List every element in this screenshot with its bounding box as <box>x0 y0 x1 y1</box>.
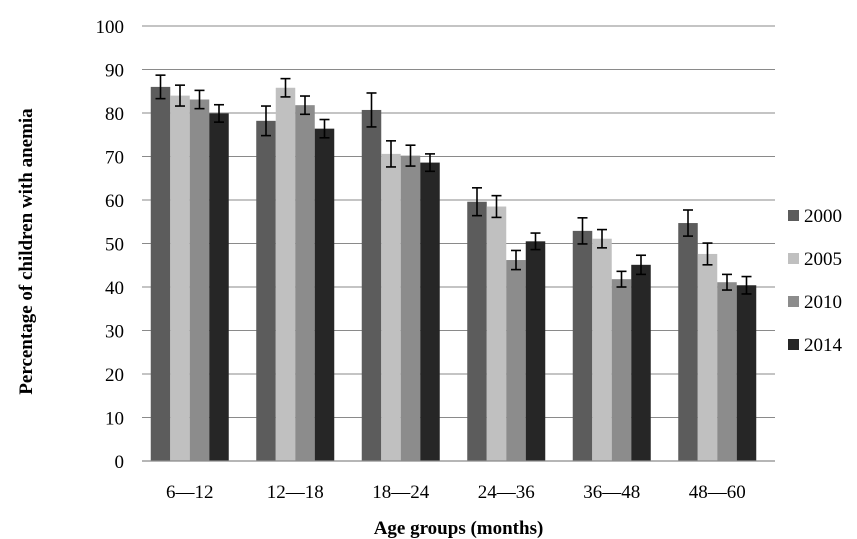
bars <box>150 86 757 462</box>
y-tick-label-50: 50 <box>105 235 124 256</box>
y-tick-label-60: 60 <box>105 191 124 212</box>
bar-2000-48—60 <box>678 223 698 461</box>
bar-2014-48—60 <box>736 285 757 461</box>
x-tick-label-6—12: 6—12 <box>166 482 214 503</box>
y-tick-label-0: 0 <box>115 452 125 473</box>
bar-2010-24—36 <box>506 260 526 461</box>
legend-swatch-2000 <box>788 210 799 221</box>
x-axis-title: Age groups (months) <box>374 518 544 539</box>
bar-2000-6—12 <box>150 86 171 462</box>
gridlines <box>142 25 775 418</box>
legend-label-2000: 2000 <box>804 206 842 227</box>
legend-swatch-2014 <box>788 339 799 350</box>
bar-2000-12—18 <box>256 120 276 461</box>
bar-2005-6—12 <box>170 95 190 461</box>
bar-2010-48—60 <box>717 282 737 461</box>
y-tick-label-10: 10 <box>105 409 124 430</box>
bar-2014-18—24 <box>420 162 440 461</box>
bar-2005-18—24 <box>381 153 401 461</box>
bar-2005-24—36 <box>486 206 507 461</box>
legend: 2000 2005 2010 2014 <box>788 206 843 356</box>
bar-2000-18—24 <box>361 109 382 461</box>
x-tick-label-12—18: 12—18 <box>267 482 324 503</box>
y-axis-ticks: 0 10 20 30 40 50 60 70 80 90 100 <box>96 17 125 473</box>
y-tick-label-80: 80 <box>105 104 124 125</box>
y-tick-label-100: 100 <box>96 17 125 38</box>
bar-2005-48—60 <box>697 253 718 461</box>
x-tick-label-24—36: 24—36 <box>478 482 535 503</box>
bar-2000-36—48 <box>572 230 593 461</box>
legend-label-2010: 2010 <box>804 292 842 313</box>
bar-2010-18—24 <box>400 155 421 461</box>
bar-2010-6—12 <box>189 99 210 461</box>
y-tick-label-30: 30 <box>105 322 124 343</box>
x-tick-label-18—24: 18—24 <box>372 482 430 503</box>
error-bars <box>155 74 752 295</box>
legend-label-2005: 2005 <box>804 249 842 270</box>
bar-2005-12—18 <box>275 87 296 462</box>
bar-2014-24—36 <box>525 241 546 461</box>
y-tick-label-40: 40 <box>105 278 124 299</box>
legend-swatch-2005 <box>788 253 799 264</box>
x-axis-ticks: 6—12 12—18 18—24 24—36 36—48 48—60 <box>166 482 746 503</box>
y-tick-label-20: 20 <box>105 365 124 386</box>
y-tick-label-90: 90 <box>105 61 124 82</box>
x-tick-label-48—60: 48—60 <box>689 482 746 503</box>
x-tick-label-36—48: 36—48 <box>583 482 640 503</box>
legend-swatch-2010 <box>788 296 799 307</box>
bar-2010-12—18 <box>295 105 315 462</box>
bar-2014-12—18 <box>314 128 335 461</box>
bar-2000-24—36 <box>467 201 487 462</box>
y-axis-title: Percentage of children with anemia <box>16 108 37 395</box>
bar-2014-6—12 <box>209 113 229 461</box>
bar-2010-36—48 <box>611 279 632 461</box>
bar-2005-36—48 <box>592 238 612 461</box>
bar-2014-36—48 <box>631 264 651 461</box>
y-tick-label-70: 70 <box>105 148 124 169</box>
legend-label-2014: 2014 <box>804 335 843 356</box>
